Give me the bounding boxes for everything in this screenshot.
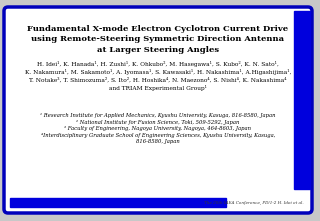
FancyBboxPatch shape xyxy=(4,7,312,213)
Text: Fundamental X-mode Electron Cyclotron Current Drive
using Remote-Steering Symmet: Fundamental X-mode Electron Cyclotron Cu… xyxy=(28,25,289,54)
Text: H. Idei¹, K. Hanada¹, H. Zushi¹, K. Ohkubo², M. Hasegawa¹, S. Kubo², K. N. Sato¹: H. Idei¹, K. Hanada¹, H. Zushi¹, K. Ohku… xyxy=(25,61,291,91)
Text: ¹ Research Institute for Applied Mechanics, Kyushu University, Kasuga, 816-8580,: ¹ Research Institute for Applied Mechani… xyxy=(40,113,276,144)
Bar xyxy=(294,11,310,189)
Text: The 20th IAEA Conference, PD/1-2 H. Idei et al.: The 20th IAEA Conference, PD/1-2 H. Idei… xyxy=(204,201,304,205)
Bar xyxy=(10,198,226,207)
